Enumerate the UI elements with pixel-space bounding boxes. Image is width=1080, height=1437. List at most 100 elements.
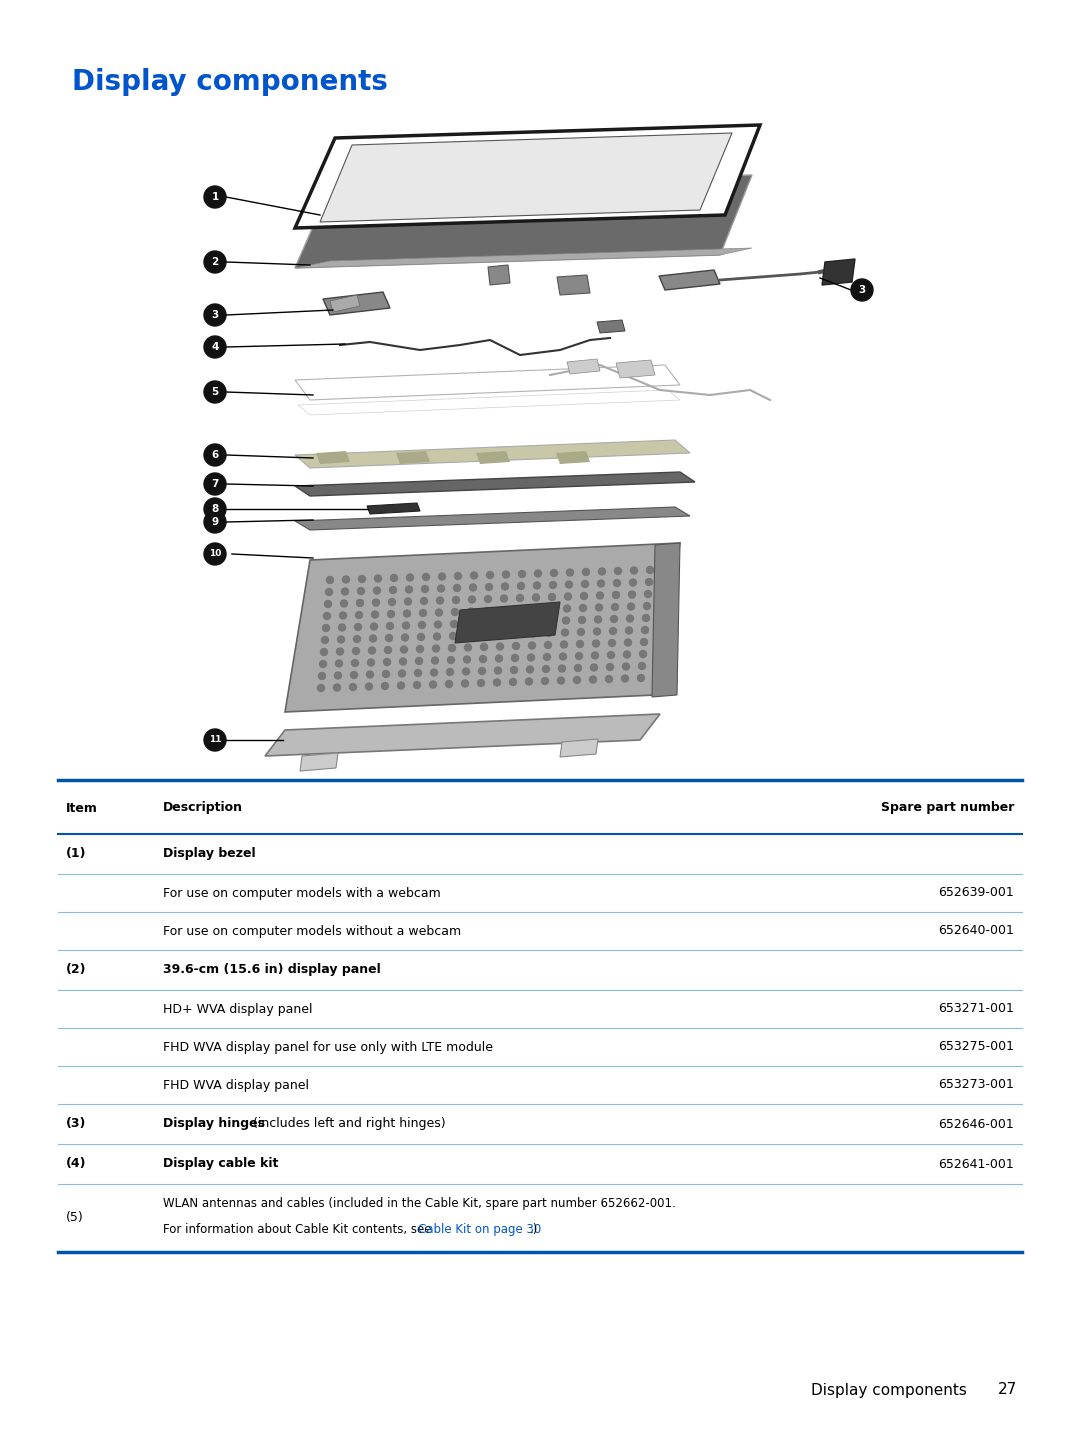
- Circle shape: [435, 609, 443, 616]
- Circle shape: [478, 668, 486, 674]
- Polygon shape: [567, 359, 600, 374]
- Circle shape: [482, 631, 488, 638]
- Circle shape: [372, 611, 378, 618]
- Circle shape: [638, 662, 646, 670]
- Circle shape: [470, 583, 476, 591]
- Circle shape: [421, 585, 429, 592]
- Circle shape: [548, 605, 554, 612]
- Circle shape: [640, 638, 648, 645]
- Polygon shape: [295, 471, 696, 496]
- Polygon shape: [295, 249, 752, 267]
- Circle shape: [653, 674, 661, 681]
- Circle shape: [381, 683, 389, 690]
- Circle shape: [438, 573, 446, 581]
- Circle shape: [447, 657, 455, 664]
- Circle shape: [434, 621, 442, 628]
- Circle shape: [625, 627, 633, 634]
- Circle shape: [321, 648, 327, 655]
- Circle shape: [591, 664, 597, 671]
- Circle shape: [367, 660, 375, 665]
- Circle shape: [204, 251, 226, 273]
- Circle shape: [646, 579, 652, 585]
- Circle shape: [365, 683, 373, 690]
- Circle shape: [496, 655, 502, 662]
- Circle shape: [578, 628, 584, 635]
- Circle shape: [335, 673, 341, 680]
- Text: For use on computer models without a webcam: For use on computer models without a web…: [163, 924, 461, 937]
- Circle shape: [660, 602, 666, 609]
- Circle shape: [611, 604, 619, 611]
- Text: 8: 8: [212, 504, 218, 514]
- Circle shape: [340, 601, 348, 606]
- Circle shape: [573, 677, 581, 684]
- Text: Spare part number: Spare part number: [880, 802, 1014, 815]
- Circle shape: [501, 583, 509, 591]
- Circle shape: [451, 608, 459, 615]
- Circle shape: [661, 578, 669, 585]
- Circle shape: [497, 642, 503, 650]
- Circle shape: [204, 543, 226, 565]
- Polygon shape: [455, 602, 561, 642]
- Text: Cable Kit on page 30: Cable Kit on page 30: [418, 1223, 541, 1236]
- Circle shape: [485, 595, 491, 602]
- Circle shape: [326, 576, 334, 583]
- Circle shape: [386, 635, 392, 641]
- Circle shape: [450, 621, 458, 628]
- Circle shape: [400, 658, 406, 665]
- Text: .): .): [529, 1223, 538, 1236]
- Circle shape: [383, 658, 391, 665]
- Text: 3: 3: [859, 285, 866, 295]
- Circle shape: [481, 644, 487, 651]
- Circle shape: [558, 665, 566, 673]
- Circle shape: [406, 573, 414, 581]
- Polygon shape: [616, 361, 654, 378]
- Circle shape: [461, 680, 469, 687]
- Circle shape: [515, 606, 523, 614]
- Circle shape: [486, 583, 492, 591]
- Text: 4: 4: [212, 342, 218, 352]
- Circle shape: [542, 665, 550, 673]
- Circle shape: [647, 566, 653, 573]
- Circle shape: [545, 629, 553, 637]
- Circle shape: [433, 634, 441, 639]
- Circle shape: [608, 639, 616, 647]
- Text: 653273-001: 653273-001: [939, 1079, 1014, 1092]
- Polygon shape: [597, 320, 625, 333]
- Text: For information about Cable Kit contents, see: For information about Cable Kit contents…: [163, 1223, 435, 1236]
- Circle shape: [610, 615, 618, 622]
- Circle shape: [531, 606, 539, 614]
- Circle shape: [597, 581, 605, 586]
- Circle shape: [405, 598, 411, 605]
- Polygon shape: [323, 292, 390, 315]
- Circle shape: [204, 499, 226, 520]
- Circle shape: [204, 305, 226, 326]
- Circle shape: [607, 651, 615, 658]
- Circle shape: [397, 683, 405, 688]
- Circle shape: [374, 586, 380, 593]
- Circle shape: [432, 645, 440, 652]
- Circle shape: [319, 673, 325, 680]
- Polygon shape: [300, 753, 338, 772]
- Circle shape: [643, 615, 649, 621]
- Circle shape: [430, 681, 436, 688]
- Polygon shape: [396, 451, 430, 464]
- Circle shape: [419, 621, 426, 628]
- Circle shape: [498, 631, 504, 638]
- Text: WLAN antennas and cables (included in the Cable Kit, spare part number 652662-00: WLAN antennas and cables (included in th…: [163, 1197, 676, 1210]
- Circle shape: [557, 677, 565, 684]
- Circle shape: [529, 629, 537, 637]
- Circle shape: [500, 595, 508, 602]
- Circle shape: [336, 660, 342, 667]
- Circle shape: [436, 596, 444, 604]
- Circle shape: [550, 582, 556, 589]
- Circle shape: [417, 645, 423, 652]
- Circle shape: [449, 632, 457, 639]
- Circle shape: [484, 608, 490, 615]
- Text: Display hinges: Display hinges: [163, 1118, 265, 1131]
- Circle shape: [534, 582, 540, 589]
- Circle shape: [455, 572, 461, 579]
- Text: 1: 1: [212, 193, 218, 203]
- Text: 6: 6: [212, 450, 218, 460]
- Circle shape: [350, 684, 356, 691]
- Circle shape: [613, 579, 621, 586]
